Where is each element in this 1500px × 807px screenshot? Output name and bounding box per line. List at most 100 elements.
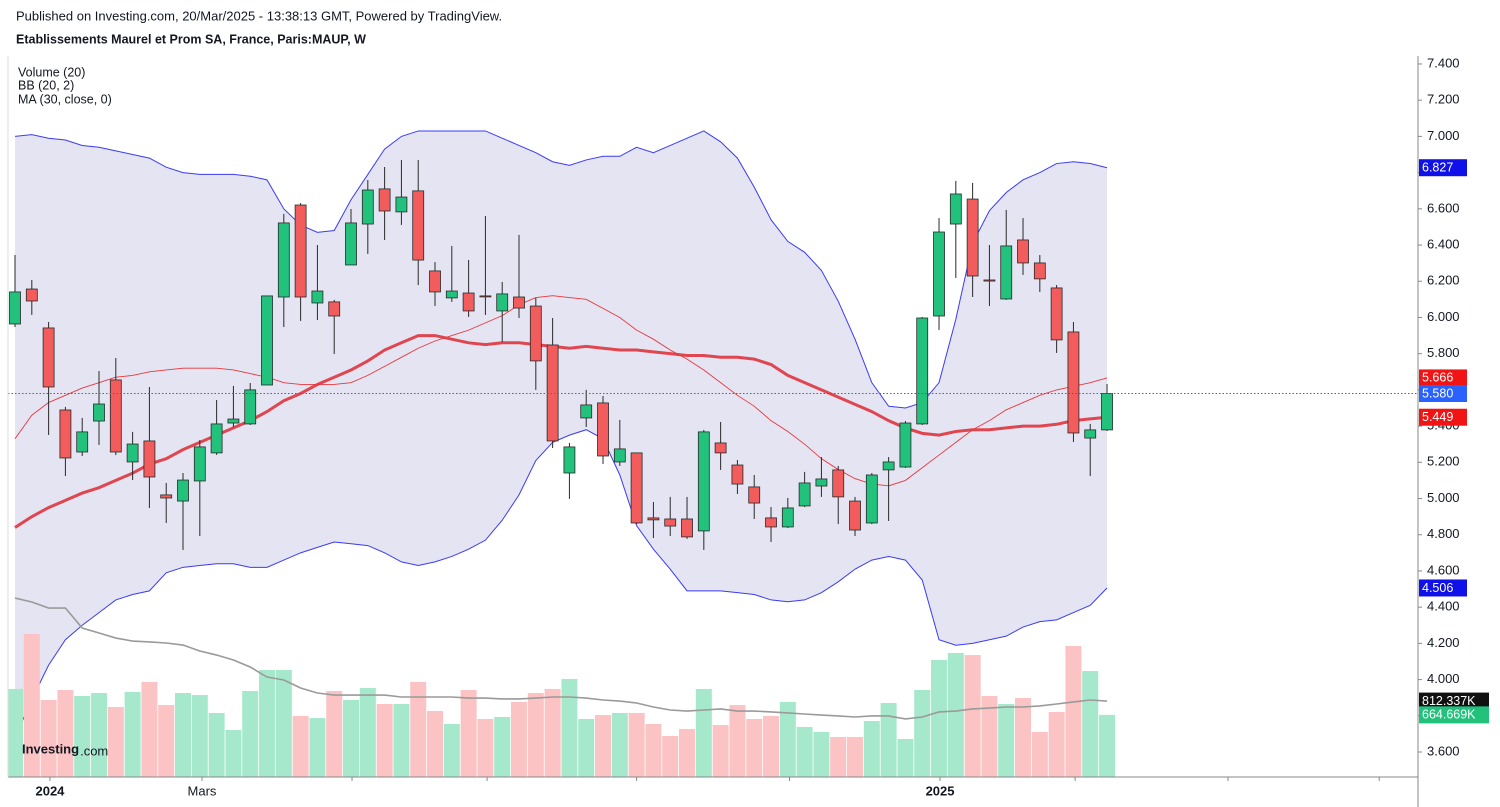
volume-ma-line xyxy=(14,597,1108,720)
candle-body xyxy=(227,418,240,424)
legend-item: BB (20, 2) xyxy=(18,78,74,92)
candle-body xyxy=(714,442,727,454)
legend-item: MA (30, close, 0) xyxy=(18,92,112,106)
candle-body xyxy=(9,291,21,325)
volume-bar xyxy=(1031,731,1048,777)
candle-body xyxy=(328,301,341,317)
volume-bar xyxy=(511,701,528,777)
volume-bar xyxy=(763,715,780,777)
volume-bar xyxy=(141,681,158,777)
volume-bar xyxy=(964,655,981,777)
candle-body xyxy=(277,222,290,298)
volume-bar xyxy=(40,699,57,777)
volume-bar xyxy=(275,669,292,777)
candle-body xyxy=(1084,429,1097,439)
y-tick-label: 5.000 xyxy=(1427,490,1460,505)
chart-title: Etablissements Maurel et Prom SA, France… xyxy=(16,32,366,46)
value-tag xyxy=(1419,385,1467,403)
candle-body xyxy=(109,379,122,453)
candle-body xyxy=(462,292,475,312)
bollinger-lower xyxy=(14,429,1108,738)
volume-bar xyxy=(981,695,998,777)
candle-body xyxy=(143,440,156,478)
y-tick-label: 6.400 xyxy=(1427,236,1460,251)
volume-bar xyxy=(23,634,40,777)
y-tick-label: 6.000 xyxy=(1427,309,1460,324)
volume-bar xyxy=(1015,698,1032,777)
candle-body xyxy=(59,409,72,459)
candle-body xyxy=(210,423,223,454)
logo-suffix: .com xyxy=(80,743,108,758)
volume-bar xyxy=(880,702,897,777)
candle-body xyxy=(697,431,710,532)
candle-body xyxy=(882,461,895,471)
volume-bar xyxy=(309,718,326,777)
volume-bar xyxy=(343,699,360,777)
candle-body xyxy=(546,344,559,442)
y-tick-label: 4.200 xyxy=(1427,635,1460,650)
candle-body xyxy=(445,290,458,299)
volume-bar xyxy=(393,704,410,777)
volume-bar xyxy=(376,704,393,777)
value-tag xyxy=(1419,369,1467,387)
volume-bar xyxy=(561,678,578,777)
volume-bar xyxy=(595,715,612,777)
candle-body xyxy=(731,464,744,485)
x-tick-label: 2024 xyxy=(35,783,65,798)
x-tick-label: Mars xyxy=(188,783,217,798)
candle-body xyxy=(613,448,626,463)
volume-bar xyxy=(443,724,460,777)
candle-body xyxy=(177,479,189,502)
volume-bar xyxy=(8,688,24,777)
candle-body xyxy=(899,422,912,468)
bollinger-middle xyxy=(14,295,1108,487)
candle-body xyxy=(345,222,357,266)
candle-body xyxy=(93,403,105,422)
volume-bar xyxy=(74,695,91,777)
y-tick-label: 4.800 xyxy=(1427,526,1460,541)
value-tag xyxy=(1419,579,1467,597)
published-line: Published on Investing.com, 20/Mar/2025 … xyxy=(16,8,502,23)
plot xyxy=(8,130,1116,777)
volume-bar xyxy=(1065,645,1082,777)
y-tick-label: 5.800 xyxy=(1427,345,1460,360)
logo-main: Investing xyxy=(22,741,79,756)
volume-bar xyxy=(242,691,259,777)
candle-body xyxy=(966,198,979,277)
candle-body xyxy=(429,270,441,293)
volume-bar xyxy=(359,688,376,777)
y-tick-label: 6.200 xyxy=(1427,273,1460,288)
volume-bar xyxy=(1048,711,1065,777)
candle-body xyxy=(1067,331,1080,434)
candle-body xyxy=(294,204,307,298)
volume-bar xyxy=(662,735,679,777)
candle-body xyxy=(361,189,374,225)
candle-body xyxy=(412,190,425,261)
candle-body xyxy=(261,295,273,386)
volume-bar xyxy=(175,692,192,777)
y-tick-label: 3.600 xyxy=(1427,743,1460,758)
volume-bar xyxy=(1099,714,1116,777)
volume-bar xyxy=(847,737,864,777)
candle-body xyxy=(395,196,408,213)
candle-body xyxy=(311,290,324,304)
candle-body xyxy=(798,482,811,507)
candle-body xyxy=(983,279,996,282)
candle-body xyxy=(949,193,962,225)
volume-bar xyxy=(158,705,175,777)
candle-body xyxy=(1101,393,1113,431)
candle-body xyxy=(647,517,660,521)
candle-body xyxy=(681,518,693,538)
value-tag-label: 6.827 xyxy=(1422,161,1453,175)
candle-body xyxy=(1000,245,1013,300)
candle-body xyxy=(563,446,576,474)
candle-body xyxy=(630,452,643,524)
candle-body xyxy=(765,517,777,528)
y-tick-label: 4.000 xyxy=(1427,671,1460,686)
value-tag xyxy=(1419,706,1489,724)
candle-body xyxy=(244,389,257,425)
volume-bar xyxy=(107,707,124,777)
volume-bar xyxy=(1082,671,1099,777)
volume-bar xyxy=(326,691,343,777)
volume-bar xyxy=(611,712,628,777)
